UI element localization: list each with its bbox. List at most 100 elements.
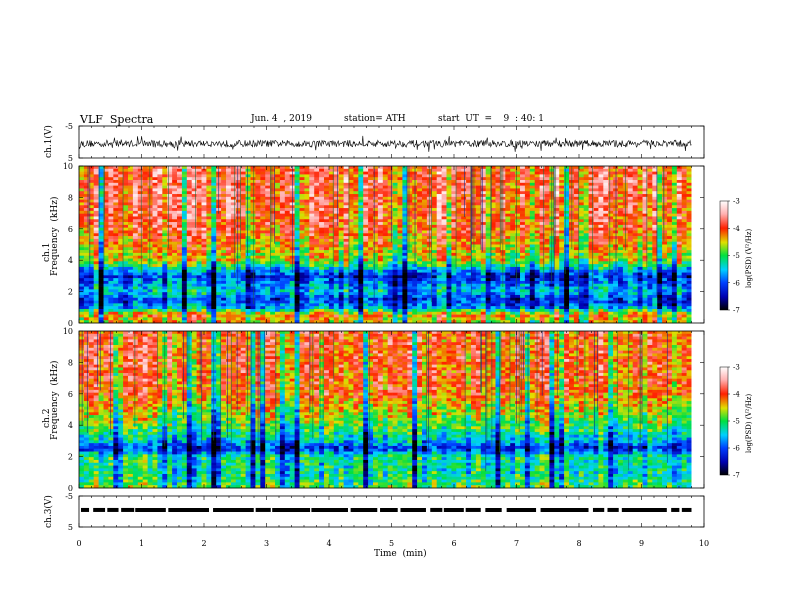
spectrogram-cell — [353, 216, 359, 220]
spectrogram-cell — [338, 272, 344, 276]
spectrogram-cell — [618, 258, 624, 262]
spectrogram-cell — [539, 258, 545, 262]
spectrogram-cell — [275, 233, 281, 237]
spectrogram-cell — [397, 272, 403, 276]
spectrogram-cell — [549, 241, 555, 245]
spectrogram-cell — [593, 224, 599, 228]
spectrogram-cell — [618, 233, 624, 237]
spectrogram-cell — [647, 180, 653, 184]
spectrogram-cell — [529, 264, 535, 268]
spectrogram-cell — [603, 171, 609, 175]
spectrogram-cell — [652, 205, 658, 209]
spectrogram-cell — [544, 258, 550, 262]
spectrogram-cell — [88, 199, 94, 203]
spectrogram-cell — [304, 264, 310, 268]
spectrogram-cell — [299, 264, 305, 268]
spectrogram-cell — [681, 194, 687, 198]
spectrogram-cell — [333, 205, 339, 209]
spectrogram-cell — [211, 233, 217, 237]
spectrogram-cell — [671, 244, 678, 248]
spectrogram-cell — [480, 202, 486, 206]
spectrogram-cell — [475, 222, 482, 226]
spectrogram-cell — [186, 258, 192, 262]
spectrogram-cell — [206, 250, 212, 254]
spectrogram-cell — [402, 238, 408, 242]
spectrogram-cell — [417, 264, 423, 268]
spectrogram-cell — [113, 252, 119, 257]
spectrogram-cell — [431, 230, 437, 234]
spectrogram-cell — [657, 261, 663, 265]
spectrogram-cell — [348, 261, 354, 265]
spectrogram-cell — [162, 171, 168, 175]
spectrogram-cell — [647, 250, 653, 254]
spectrogram-cell — [196, 272, 202, 276]
spectrogram-cell — [608, 272, 614, 276]
spectrogram-cell — [377, 227, 384, 231]
spectrogram-cell — [230, 230, 237, 234]
spectrogram-cell — [382, 205, 388, 209]
spectrogram-cell — [681, 182, 687, 186]
spectrogram-cell — [603, 208, 609, 212]
spectrogram-cell — [226, 227, 232, 231]
spectrogram-cell — [647, 171, 653, 175]
spectrogram-cell — [235, 255, 241, 259]
spectrogram-cell — [211, 230, 217, 234]
spectrogram-cell — [373, 272, 379, 276]
spectrogram-cell — [250, 222, 256, 226]
spectrogram-cell — [279, 213, 286, 217]
spectrogram-cell — [319, 196, 325, 200]
spectrogram-cell — [681, 227, 687, 231]
spectrogram-cell — [358, 166, 364, 170]
spectrogram-cell — [265, 255, 271, 259]
spectrogram-cell — [343, 255, 349, 259]
spectrogram-cell — [299, 177, 305, 181]
spectrogram-cell — [681, 180, 687, 184]
spectrogram-cell — [152, 258, 158, 262]
spectrogram-cell — [88, 219, 94, 223]
spectrogram-cell — [132, 238, 139, 242]
spectrogram-cell — [392, 213, 398, 217]
spectrogram-cell — [235, 205, 241, 209]
spectrogram-cell — [221, 199, 227, 203]
spectrogram-cell — [270, 185, 276, 189]
spectrogram-cell — [593, 194, 599, 198]
spectrogram-cell — [108, 182, 114, 186]
spectrogram-cell — [436, 222, 442, 226]
spectrogram-cell — [475, 205, 482, 209]
spectrogram-cell — [353, 252, 359, 257]
spectrogram-cell — [686, 241, 692, 245]
spectrogram-cell — [593, 168, 599, 172]
spectrogram-cell — [377, 238, 384, 242]
spectrogram-cell — [593, 238, 599, 242]
spectrogram-cell — [529, 205, 535, 209]
spectrogram-cell — [191, 174, 197, 178]
spectrogram-cell — [534, 166, 540, 170]
spectrogram-cell — [230, 180, 237, 184]
spectrogram-cell — [226, 266, 232, 271]
spectrogram-cell — [397, 236, 403, 240]
spectrogram-cell — [142, 168, 148, 172]
spectrogram-cell — [377, 205, 384, 209]
spectrogram-cell — [407, 252, 413, 257]
spectrogram-cell — [422, 213, 428, 217]
spectrogram-cell — [108, 188, 114, 192]
spectrogram-cell — [211, 166, 217, 170]
spectrogram-cell — [657, 182, 663, 186]
spectrogram-cell — [490, 272, 496, 276]
spectrogram-cell — [250, 205, 256, 209]
spectrogram-cell — [147, 255, 153, 259]
spectrogram-cell — [167, 210, 173, 214]
spectrogram-cell — [128, 208, 134, 212]
spectrogram-cell — [583, 241, 589, 245]
spectrogram-cell — [652, 182, 658, 186]
spectrogram-cell — [676, 168, 682, 172]
spectrogram-cell — [343, 261, 349, 265]
spectrogram-cell — [539, 264, 545, 268]
spectrogram-cell — [431, 227, 437, 231]
spectrogram-cell — [461, 171, 467, 175]
spectrogram-cell — [627, 266, 633, 271]
spectrogram-cell — [490, 233, 496, 237]
spectrogram-cell — [284, 272, 290, 276]
spectrogram-cell — [348, 252, 354, 257]
spectrogram-cell — [353, 177, 359, 181]
